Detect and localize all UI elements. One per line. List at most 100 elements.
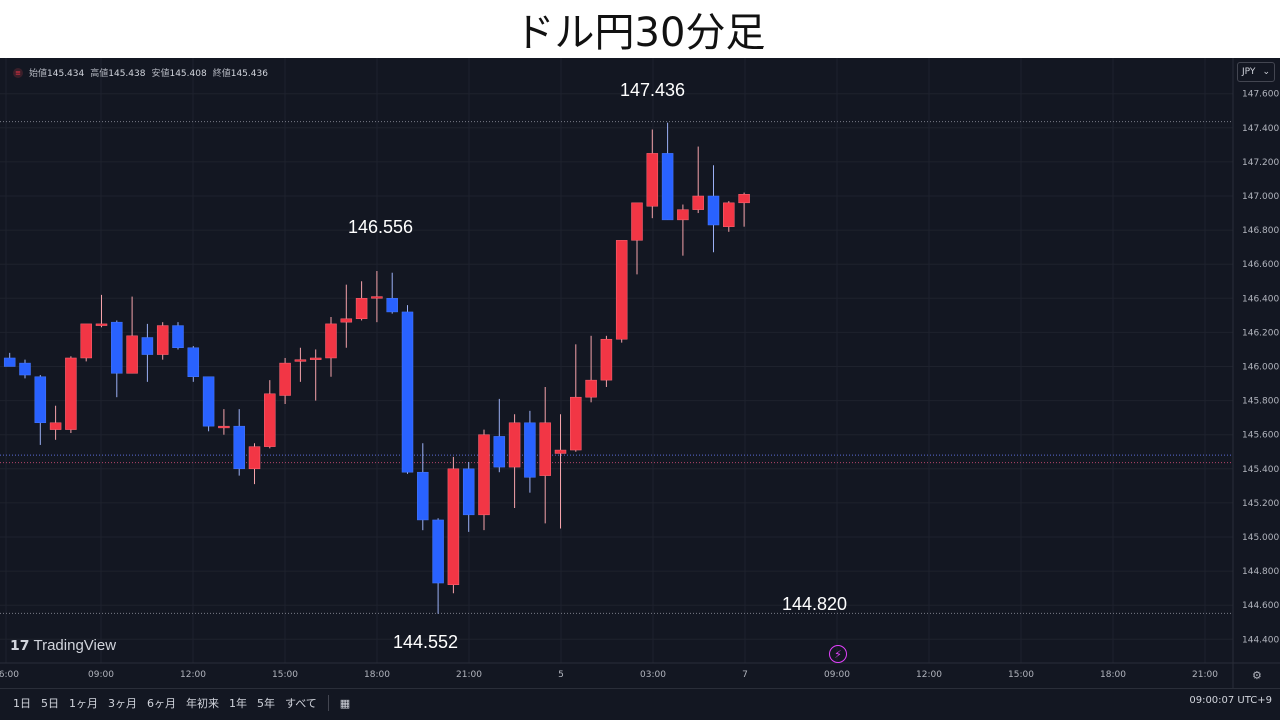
- candle-body: [692, 195, 704, 210]
- x-tick-label: 09:00: [824, 670, 850, 680]
- y-tick-label: 147.200: [1242, 158, 1279, 168]
- y-tick-label: 145.000: [1242, 533, 1279, 543]
- candle-body: [539, 422, 551, 476]
- y-tick-label: 145.400: [1242, 465, 1279, 475]
- lightning-icon[interactable]: ⚡: [829, 645, 847, 663]
- tradingview-logo-icon: 𝟭𝟳: [10, 637, 30, 653]
- bottom-toolbar: 1日 5日 1ヶ月 3ヶ月 6ヶ月 年初来 1年 5年 すべて ▦ 09:00:…: [0, 688, 1280, 717]
- y-tick-label: 145.200: [1242, 499, 1279, 509]
- open-value: 145.434: [47, 69, 85, 79]
- chevron-down-icon: ⌄: [1262, 67, 1270, 77]
- x-tick-label: 5: [558, 670, 564, 680]
- gear-icon[interactable]: ⚙: [1252, 669, 1262, 682]
- x-tick-label: 18:00: [364, 670, 390, 680]
- low-label: 安値: [151, 69, 170, 79]
- ohlc-legend: ≡ 始値145.434 高値145.438 安値145.408 終値145.43…: [13, 66, 268, 79]
- candle-body: [49, 422, 62, 430]
- high-label: 高値: [90, 69, 109, 79]
- y-tick-label: 144.800: [1242, 567, 1279, 577]
- y-tick-label: 146.800: [1242, 226, 1279, 236]
- y-tick-label: 145.800: [1242, 397, 1279, 407]
- candle-body: [508, 422, 521, 468]
- candle-body: [447, 468, 460, 585]
- candle-body: [493, 436, 506, 468]
- y-tick-label: 147.400: [1242, 124, 1279, 134]
- candle-body: [631, 202, 643, 241]
- candle-body: [432, 519, 444, 584]
- candlestick-chart[interactable]: 147.600 147.400 147.200 147.000 146.800 146.6…: [0, 58, 1280, 688]
- candle-body: [417, 471, 429, 521]
- range-6m[interactable]: 6ヶ月: [147, 697, 176, 710]
- x-axis: 06:00 09:00 12:00 15:00 18:00 21:00 5 03:00 7 09:…: [0, 662, 1280, 680]
- candle-body: [279, 362, 291, 396]
- candle-body: [646, 153, 659, 207]
- candle-body: [371, 296, 383, 299]
- candle-body: [95, 323, 108, 326]
- candle-body: [80, 323, 92, 359]
- candle-body: [462, 468, 475, 516]
- candle-body: [187, 347, 200, 377]
- candle-body: [615, 240, 628, 340]
- candle-body: [478, 434, 490, 516]
- range-1m[interactable]: 1ヶ月: [69, 697, 98, 710]
- y-tick-label: 144.400: [1242, 635, 1279, 645]
- candle-body: [218, 425, 230, 429]
- symbol-icon[interactable]: ≡: [13, 67, 23, 78]
- candle-body: [202, 376, 215, 427]
- candle-body: [677, 209, 689, 221]
- candle-body: [264, 393, 276, 447]
- calendar-icon[interactable]: ▦: [339, 696, 351, 710]
- low-value: 145.408: [169, 69, 207, 79]
- grid: [0, 58, 1233, 663]
- candle-body: [141, 337, 154, 355]
- candle-body: [600, 338, 613, 381]
- high-value: 145.438: [108, 69, 146, 79]
- range-1y[interactable]: 1年: [229, 697, 247, 710]
- open-label: 始値: [29, 69, 48, 79]
- candle-body: [111, 321, 123, 374]
- range-5y[interactable]: 5年: [257, 697, 275, 710]
- candle-body: [707, 195, 720, 226]
- annotation-recent-low: 144.820: [782, 594, 848, 614]
- x-tick-label: 21:00: [456, 670, 482, 680]
- candle-body: [65, 357, 77, 430]
- candle-body: [401, 311, 414, 473]
- range-3m[interactable]: 3ヶ月: [108, 697, 137, 710]
- y-tick-label: 146.400: [1242, 294, 1279, 304]
- candle-body: [723, 202, 735, 227]
- currency-label: JPY: [1242, 67, 1256, 77]
- range-1d[interactable]: 1日: [13, 697, 31, 710]
- annotation-high: 147.436: [620, 80, 686, 100]
- candle-body: [34, 376, 47, 424]
- page-title: ドル円30分足: [0, 0, 1280, 58]
- candle-body: [325, 323, 337, 359]
- close-value: 145.436: [230, 69, 268, 79]
- x-tick-label: 03:00: [640, 670, 666, 680]
- candle-body: [156, 325, 169, 355]
- x-tick-label: 09:00: [88, 670, 114, 680]
- reference-levels: [0, 121, 1233, 614]
- x-tick-label: 15:00: [272, 670, 298, 680]
- candle-body: [570, 396, 582, 451]
- candle-body: [661, 153, 674, 221]
- x-tick-label: 06:00: [0, 670, 19, 680]
- candle-body: [309, 357, 322, 360]
- range-all[interactable]: すべて: [285, 697, 317, 710]
- y-tick-label: 144.600: [1242, 601, 1279, 611]
- y-tick-label: 145.600: [1242, 431, 1279, 441]
- candle-body: [738, 194, 750, 204]
- candle-body: [386, 298, 398, 313]
- y-axis: 147.600 147.400 147.200 147.000 146.800 146.6…: [1232, 58, 1279, 688]
- close-label: 終値: [212, 69, 231, 79]
- range-ytd[interactable]: 年初来: [186, 697, 219, 710]
- range-5d[interactable]: 5日: [41, 697, 59, 710]
- y-tick-label: 146.000: [1242, 363, 1279, 373]
- candles: [3, 122, 750, 614]
- x-tick-label: 12:00: [916, 670, 942, 680]
- candle-body: [585, 379, 597, 398]
- x-tick-label: 7: [742, 670, 748, 680]
- candle-body: [294, 359, 307, 362]
- x-tick-label: 12:00: [180, 670, 206, 680]
- annotation-peak: 146.556: [348, 217, 414, 237]
- currency-selector[interactable]: JPY ⌄: [1237, 62, 1275, 82]
